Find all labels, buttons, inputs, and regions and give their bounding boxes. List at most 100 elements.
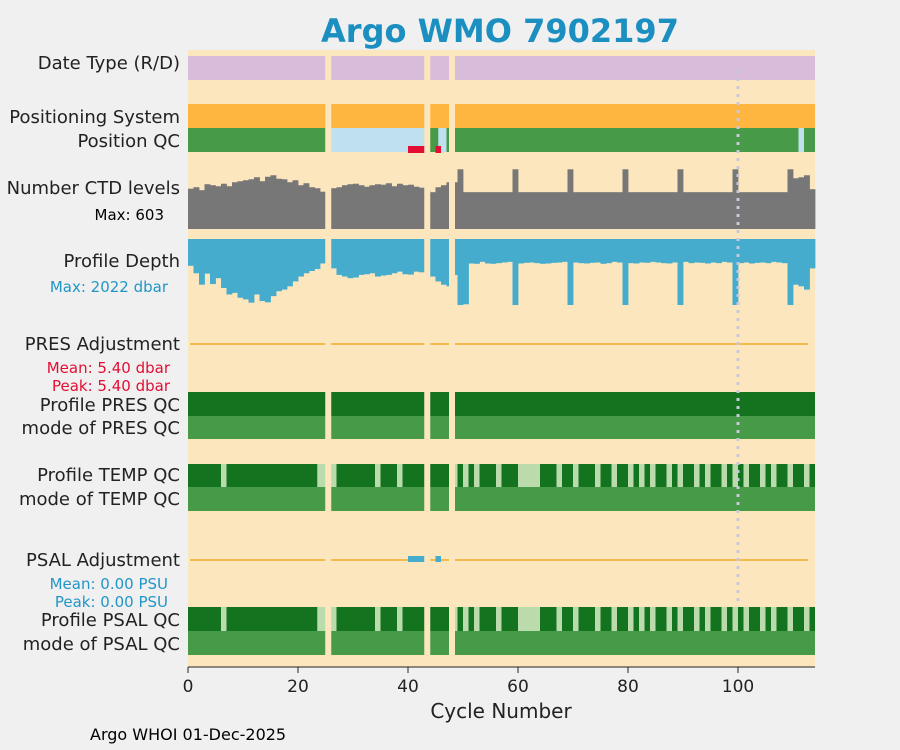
position-qc-bad-mark bbox=[408, 146, 425, 153]
profile-depth-bar bbox=[463, 239, 469, 305]
profile-depth-bar bbox=[732, 239, 739, 305]
label-profile-depth: Profile Depth bbox=[63, 251, 180, 272]
profile-depth-bar bbox=[391, 239, 398, 274]
profile-psal-qc-light-segment bbox=[611, 607, 617, 631]
ctd-level-bar bbox=[276, 178, 282, 229]
profile-depth-bar bbox=[358, 239, 365, 275]
profile-depth-bar bbox=[562, 239, 568, 262]
profile-depth-bar bbox=[369, 239, 376, 274]
ctd-level-bar bbox=[380, 184, 387, 229]
profile-depth-bar bbox=[342, 239, 348, 277]
ctd-level-bar bbox=[248, 179, 255, 229]
profile-depth-bar bbox=[787, 239, 794, 305]
profile-depth-bar bbox=[303, 239, 310, 274]
profile-psal-qc-light-segment bbox=[721, 607, 727, 631]
profile-depth-bar bbox=[721, 239, 728, 262]
profile-depth-bar bbox=[600, 239, 607, 264]
profile-depth-bar bbox=[738, 239, 744, 264]
profile-depth-bar bbox=[507, 239, 513, 262]
ctd-level-bar bbox=[413, 186, 420, 229]
x-axis-title: Cycle Number bbox=[430, 699, 572, 723]
profile-depth-bar bbox=[798, 239, 805, 287]
profile-depth-bar bbox=[474, 239, 480, 264]
profile-depth-bar bbox=[595, 239, 601, 263]
profile-depth-bar bbox=[523, 239, 530, 263]
profile-depth-bar bbox=[518, 239, 524, 264]
profile-depth-bar bbox=[402, 239, 409, 275]
profile-depth-bar bbox=[292, 239, 299, 282]
ctd-level-bar bbox=[738, 192, 744, 229]
profile-depth-bar bbox=[556, 239, 563, 263]
profile-depth-bar bbox=[793, 239, 799, 285]
ctd-level-bar bbox=[556, 192, 563, 229]
ctd-level-bar bbox=[270, 175, 277, 229]
profile-depth-bar bbox=[578, 239, 585, 264]
profile-depth-bar bbox=[314, 239, 321, 270]
profile-psal-qc-light-segment bbox=[650, 607, 656, 631]
profile-depth-bar bbox=[694, 239, 700, 263]
ctd-level-bar bbox=[243, 180, 249, 229]
profile-depth-bar bbox=[457, 239, 464, 305]
ctd-level-bar bbox=[666, 192, 673, 229]
profile-depth-bar bbox=[215, 239, 222, 279]
ctd-level-bar bbox=[523, 192, 530, 229]
ctd-level-bar bbox=[353, 183, 359, 229]
ctd-level-bar bbox=[391, 186, 398, 229]
ctd-level-bar bbox=[254, 177, 260, 229]
profile-depth-bar bbox=[644, 239, 651, 263]
profile-depth-bar bbox=[320, 239, 326, 264]
profile-depth-bar bbox=[782, 239, 788, 264]
profile-depth-bar bbox=[397, 239, 403, 272]
profile-depth-bar bbox=[204, 239, 211, 274]
ctd-level-bar bbox=[688, 192, 695, 229]
profile-depth-bar bbox=[210, 239, 216, 285]
profile-depth-bar bbox=[567, 239, 574, 305]
ctd-level-bar bbox=[749, 192, 755, 229]
profile-depth-bar bbox=[479, 239, 486, 262]
profile-depth-bar bbox=[232, 239, 238, 293]
label-ctd-levels: Number CTD levels bbox=[7, 178, 180, 199]
profile-depth-bar bbox=[809, 239, 816, 269]
profile-temp-qc-light-segment bbox=[787, 464, 793, 487]
profile-depth-bar bbox=[364, 239, 370, 275]
profile-psal-qc-light-segment bbox=[677, 607, 683, 631]
profile-depth-bar bbox=[589, 239, 596, 263]
profile-depth-bar bbox=[699, 239, 706, 263]
ctd-level-bar bbox=[809, 189, 816, 229]
profile-psal-qc-light-segment bbox=[694, 607, 700, 631]
ctd-level-bar bbox=[512, 169, 519, 229]
profile-depth-bar bbox=[435, 239, 442, 282]
profile-temp-qc-light-segment bbox=[628, 464, 634, 487]
profile-depth-bar bbox=[804, 239, 810, 290]
ctd-level-bar bbox=[600, 192, 607, 229]
ctd-level-bar bbox=[644, 192, 651, 229]
profile-depth-bar bbox=[573, 239, 579, 263]
profile-depth-bar bbox=[490, 239, 497, 264]
ctd-level-bar bbox=[281, 179, 288, 229]
ctd-level-bar bbox=[760, 192, 766, 229]
profile-depth-bar bbox=[408, 239, 414, 275]
profile-depth-bar bbox=[688, 239, 695, 264]
x-tick-label: 80 bbox=[617, 677, 639, 697]
ctd-level-bar bbox=[435, 187, 442, 229]
x-tick-label: 0 bbox=[183, 677, 194, 697]
profile-depth-bar bbox=[298, 239, 304, 277]
psal-peak-label: Peak: 0.00 PSU bbox=[55, 593, 168, 611]
ctd-level-bar bbox=[215, 186, 222, 229]
date-type-bar bbox=[188, 56, 815, 80]
ctd-level-bar bbox=[545, 192, 552, 229]
profile-temp-qc-light-segment bbox=[474, 464, 480, 487]
ctd-level-bar bbox=[595, 192, 601, 229]
ctd-level-bar bbox=[259, 181, 266, 229]
ctd-level-bar bbox=[375, 184, 381, 229]
profile-psal-qc-light-segment bbox=[518, 607, 540, 631]
profile-depth-bar bbox=[254, 239, 260, 295]
profile-depth-bar bbox=[248, 239, 255, 303]
position-qc-interp-segment bbox=[438, 128, 447, 152]
profile-depth-bar bbox=[584, 239, 590, 264]
profile-temp-qc-light-segment bbox=[397, 464, 403, 487]
ctd-level-bar bbox=[292, 180, 299, 229]
ctd-level-bar bbox=[237, 181, 244, 229]
ctd-level-bar bbox=[204, 184, 211, 229]
